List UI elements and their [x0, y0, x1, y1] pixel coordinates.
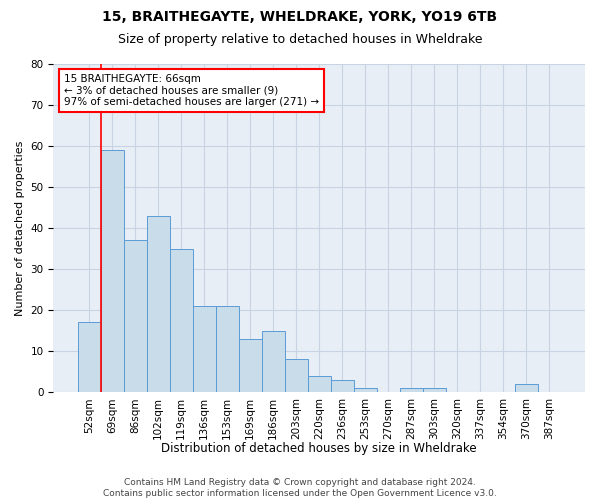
Bar [515, 384, 538, 392]
Bar [308, 376, 331, 392]
Bar [101, 150, 124, 392]
Text: 15 BRAITHEGAYTE: 66sqm
← 3% of detached houses are smaller (9)
97% of semi-detac: 15 BRAITHEGAYTE: 66sqm ← 3% of detached … [64, 74, 319, 107]
Bar [124, 240, 146, 392]
Bar [77, 322, 101, 392]
Bar [170, 248, 193, 392]
Text: Contains HM Land Registry data © Crown copyright and database right 2024.
Contai: Contains HM Land Registry data © Crown c… [103, 478, 497, 498]
Bar [146, 216, 170, 392]
Bar [262, 330, 284, 392]
Bar [331, 380, 354, 392]
Text: Size of property relative to detached houses in Wheldrake: Size of property relative to detached ho… [118, 32, 482, 46]
Bar [193, 306, 215, 392]
Bar [239, 339, 262, 392]
Bar [400, 388, 423, 392]
X-axis label: Distribution of detached houses by size in Wheldrake: Distribution of detached houses by size … [161, 442, 477, 455]
Bar [354, 388, 377, 392]
Bar [215, 306, 239, 392]
Y-axis label: Number of detached properties: Number of detached properties [15, 140, 25, 316]
Bar [284, 360, 308, 392]
Text: 15, BRAITHEGAYTE, WHELDRAKE, YORK, YO19 6TB: 15, BRAITHEGAYTE, WHELDRAKE, YORK, YO19 … [103, 10, 497, 24]
Bar [423, 388, 446, 392]
